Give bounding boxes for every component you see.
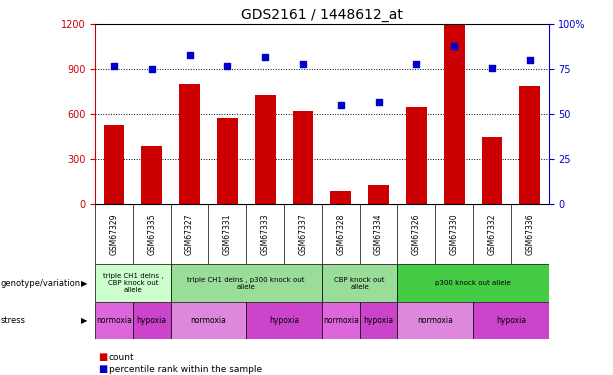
Bar [104, 125, 124, 204]
Text: GSM67331: GSM67331 [223, 213, 232, 255]
Bar [170, 264, 322, 302]
Text: GSM67333: GSM67333 [261, 213, 270, 255]
Point [185, 52, 194, 58]
Point [298, 61, 308, 67]
Text: GSM67326: GSM67326 [412, 213, 421, 255]
Bar [179, 84, 200, 204]
Bar [397, 302, 473, 339]
Point [487, 64, 497, 70]
Bar [482, 137, 502, 204]
Bar [142, 146, 162, 204]
Bar [473, 302, 549, 339]
Text: normoxia: normoxia [417, 316, 453, 325]
Text: count: count [109, 352, 134, 362]
Text: p300 knock out allele: p300 knock out allele [435, 280, 511, 286]
Bar [95, 264, 170, 302]
Bar [170, 302, 246, 339]
Point [449, 43, 459, 49]
Text: triple CH1 delns , p300 knock out
allele: triple CH1 delns , p300 knock out allele [188, 277, 305, 290]
Bar [406, 107, 427, 204]
Text: GSM67337: GSM67337 [299, 213, 308, 255]
Title: GDS2161 / 1448612_at: GDS2161 / 1448612_at [241, 8, 403, 22]
Text: GSM67332: GSM67332 [487, 213, 497, 255]
Text: GSM67328: GSM67328 [336, 213, 345, 255]
Text: hypoxia: hypoxia [496, 316, 526, 325]
Point [411, 61, 421, 67]
Bar [397, 264, 549, 302]
Text: GSM67330: GSM67330 [449, 213, 459, 255]
Bar [330, 191, 351, 204]
Text: GSM67334: GSM67334 [374, 213, 383, 255]
Point [260, 54, 270, 60]
Bar [360, 302, 397, 339]
Text: hypoxia: hypoxia [269, 316, 299, 325]
Text: triple CH1 delns ,
CBP knock out
allele: triple CH1 delns , CBP knock out allele [102, 273, 163, 293]
Bar [217, 118, 238, 204]
Bar [322, 264, 397, 302]
Bar [322, 302, 360, 339]
Text: ■: ■ [98, 352, 107, 362]
Text: GSM67335: GSM67335 [147, 213, 156, 255]
Text: hypoxia: hypoxia [364, 316, 394, 325]
Bar [368, 185, 389, 204]
Point [373, 99, 384, 105]
Text: GSM67329: GSM67329 [109, 213, 118, 255]
Point [109, 63, 119, 69]
Text: GSM67327: GSM67327 [185, 213, 194, 255]
Bar [444, 25, 465, 204]
Text: genotype/variation: genotype/variation [1, 279, 81, 288]
Text: normoxia: normoxia [323, 316, 359, 325]
Point [525, 57, 535, 63]
Text: ■: ■ [98, 364, 107, 374]
Text: percentile rank within the sample: percentile rank within the sample [109, 365, 262, 374]
Bar [292, 111, 313, 204]
Text: GSM67336: GSM67336 [525, 213, 535, 255]
Text: CBP knock out
allele: CBP knock out allele [334, 277, 385, 290]
Text: normoxia: normoxia [191, 316, 226, 325]
Point [336, 102, 346, 108]
Bar [519, 86, 540, 204]
Bar [133, 302, 170, 339]
Bar [246, 302, 322, 339]
Text: normoxia: normoxia [96, 316, 132, 325]
Bar [255, 95, 275, 204]
Text: hypoxia: hypoxia [137, 316, 167, 325]
Text: ▶: ▶ [81, 279, 87, 288]
Point [147, 66, 156, 72]
Bar [95, 302, 133, 339]
Text: ▶: ▶ [81, 316, 87, 325]
Point [223, 63, 232, 69]
Text: stress: stress [1, 316, 26, 325]
